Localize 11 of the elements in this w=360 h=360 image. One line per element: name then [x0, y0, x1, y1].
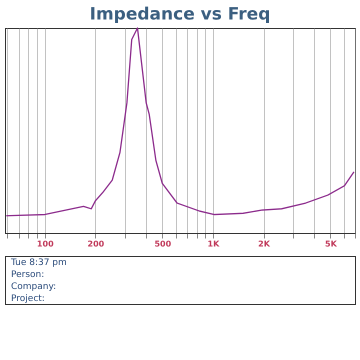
text: Company:	[11, 282, 56, 292]
x-tick-label: 2K	[258, 240, 271, 248]
x-tick-label: 5K	[325, 240, 338, 248]
x-tick-label: 200	[88, 240, 105, 248]
text: Tue 8:37 pm	[10, 258, 67, 268]
x-tick-label: 500	[154, 240, 172, 248]
x-tick-label: 1K	[208, 240, 220, 248]
text: Person:	[11, 270, 44, 280]
chart-title: Impedance vs Freq	[90, 4, 270, 24]
x-tick-label: 100	[36, 240, 54, 248]
text: Project:	[11, 294, 45, 304]
